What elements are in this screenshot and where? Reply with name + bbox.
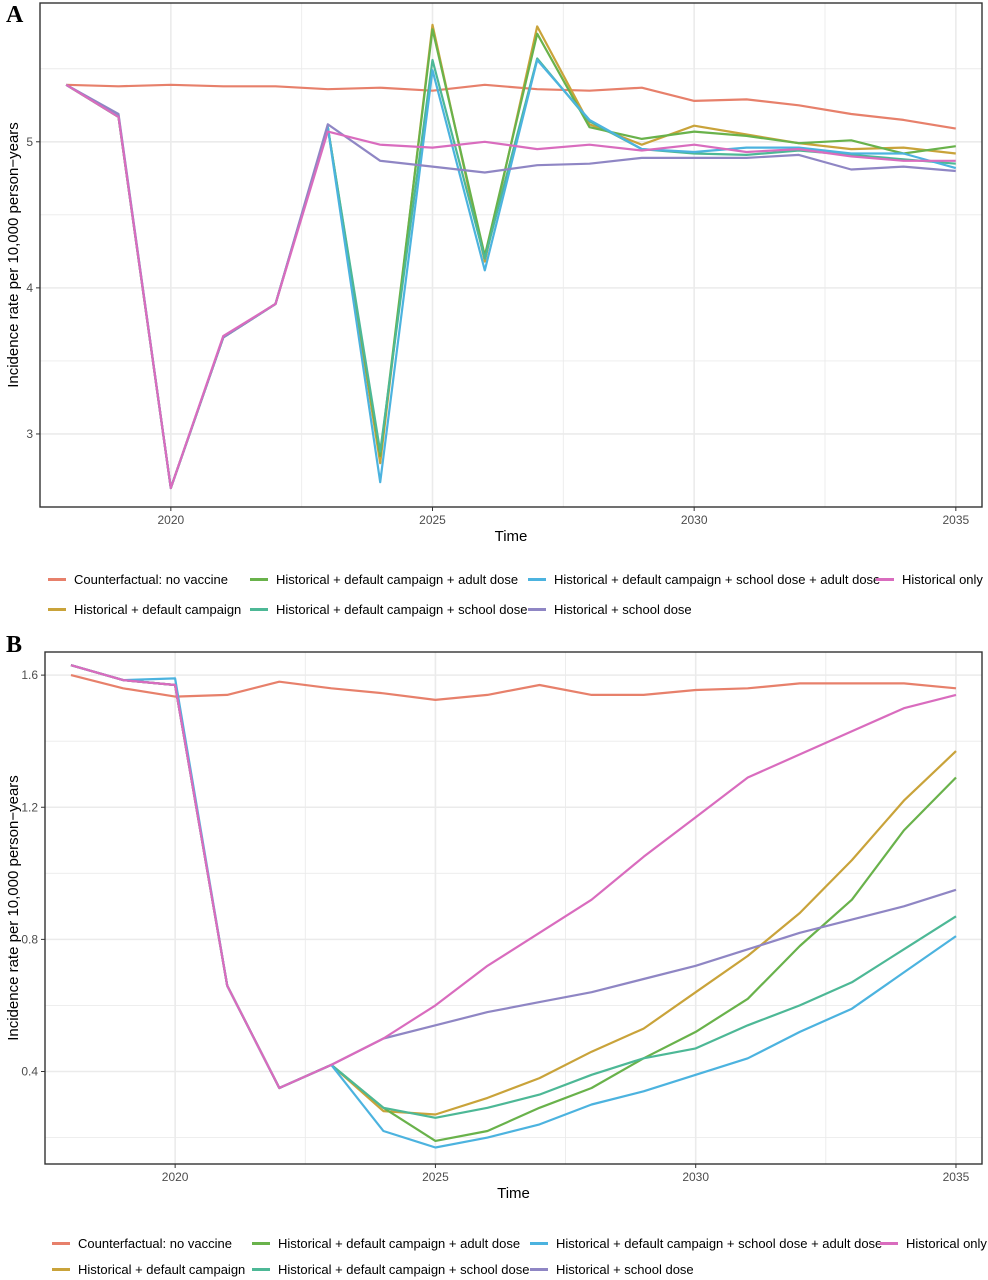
legend-item-campaign-school-adult: Historical + default campaign + school d…: [528, 572, 880, 587]
chart-a: 2020 2025 2030 2035 3 4 5 Time Incidence rate pe…: [5, 2, 983, 545]
y-tick-label: 5: [26, 135, 33, 149]
series-line-counterfactual-no-vaccine: [70, 674, 957, 702]
y-tick-label: 1.2: [21, 800, 38, 814]
x-tick-label: 2035: [943, 1170, 970, 1184]
legend-item-campaign-adult: Historical + default campaign + adult do…: [252, 1236, 520, 1251]
y-tick-label: 0.4: [21, 1065, 38, 1079]
legend-swatch: [52, 1268, 70, 1271]
series-line-historical-only: [65, 83, 956, 490]
x-axis-title: Time: [495, 528, 528, 545]
legend-swatch: [528, 578, 546, 581]
legend-item-historical-only: Historical only: [876, 572, 983, 587]
y-axis-title: Incidence rate per 10,000 person−years: [5, 775, 22, 1041]
chart-b: 2020 2025 2030 2035 0.4 0.8 1.2 1.6 Time Incidenc…: [5, 651, 983, 1202]
legend-label: Historical only: [906, 1236, 987, 1251]
legend-item-school: Historical + school dose: [528, 602, 692, 617]
series-line-historical-only: [70, 664, 957, 1090]
plot-border: [39, 2, 983, 508]
legend-label: Historical + default campaign + school d…: [554, 572, 881, 587]
legend-item-counterfactual: Counterfactual: no vaccine: [52, 1236, 232, 1251]
x-tick-label: 2025: [422, 1170, 449, 1184]
legend-swatch: [252, 1268, 270, 1271]
legend-swatch: [876, 578, 894, 581]
legend-item-campaign-school-adult: Historical + default campaign + school d…: [530, 1236, 882, 1251]
y-axis-title: Incidence rate per 10,000 person−years: [5, 122, 22, 388]
x-tick-label: 2035: [942, 513, 969, 527]
legend-label: Counterfactual: no vaccine: [78, 1236, 232, 1251]
legend-label: Historical + default campaign + adult do…: [278, 1236, 521, 1251]
legend-label: Historical + default campaign: [74, 602, 242, 617]
legend-item-school: Historical + school dose: [530, 1262, 694, 1277]
legend-swatch: [52, 1242, 70, 1245]
legend-swatch: [250, 578, 268, 581]
legend-item-historical-only: Historical only: [880, 1236, 987, 1251]
legend-item-campaign: Historical + default campaign: [52, 1262, 245, 1277]
legend-swatch: [530, 1242, 548, 1245]
legend-item-campaign-school: Historical + default campaign + school d…: [252, 1262, 529, 1277]
plot-border: [44, 651, 983, 1165]
y-tick-label: 4: [26, 281, 33, 295]
legend-item-campaign-adult: Historical + default campaign + adult do…: [250, 572, 518, 587]
x-tick-label: 2020: [162, 1170, 189, 1184]
plot-background: [40, 3, 982, 507]
legend-swatch: [48, 578, 66, 581]
legend-item-counterfactual: Counterfactual: no vaccine: [48, 572, 228, 587]
legend-label: Historical + default campaign + school d…: [278, 1262, 530, 1277]
legend-item-campaign: Historical + default campaign: [48, 602, 241, 617]
panel-label-a: A: [6, 2, 24, 28]
legend-label: Historical + default campaign + adult do…: [276, 572, 519, 587]
legend-swatch: [530, 1268, 548, 1271]
legend-swatch: [880, 1242, 898, 1245]
legend-label: Historical + default campaign: [78, 1262, 246, 1277]
panel-label-b: B: [6, 632, 23, 658]
legend-label: Counterfactual: no vaccine: [74, 572, 228, 587]
legend-swatch: [48, 608, 66, 611]
legend-swatch: [528, 608, 546, 611]
legend-label: Historical + school dose: [554, 602, 692, 617]
legend-label: Historical only: [902, 572, 983, 587]
x-tick-label: 2030: [682, 1170, 709, 1184]
x-tick-label: 2025: [419, 513, 446, 527]
legend-item-campaign-school: Historical + default campaign + school d…: [250, 602, 527, 617]
legend-swatch: [252, 1242, 270, 1245]
legend-label: Historical + school dose: [556, 1262, 694, 1277]
legend-label: Historical + default campaign + school d…: [556, 1236, 883, 1251]
x-tick-label: 2030: [681, 513, 708, 527]
y-tick-label: 0.8: [21, 932, 38, 946]
y-tick-label: 3: [26, 427, 33, 441]
y-tick-label: 1.6: [21, 668, 38, 682]
x-axis-title: Time: [497, 1185, 530, 1202]
x-tick-label: 2020: [157, 513, 184, 527]
legend-label: Historical + default campaign + school d…: [276, 602, 528, 617]
series-line-counterfactual-no-vaccine: [66, 83, 956, 130]
legend-swatch: [250, 608, 268, 611]
